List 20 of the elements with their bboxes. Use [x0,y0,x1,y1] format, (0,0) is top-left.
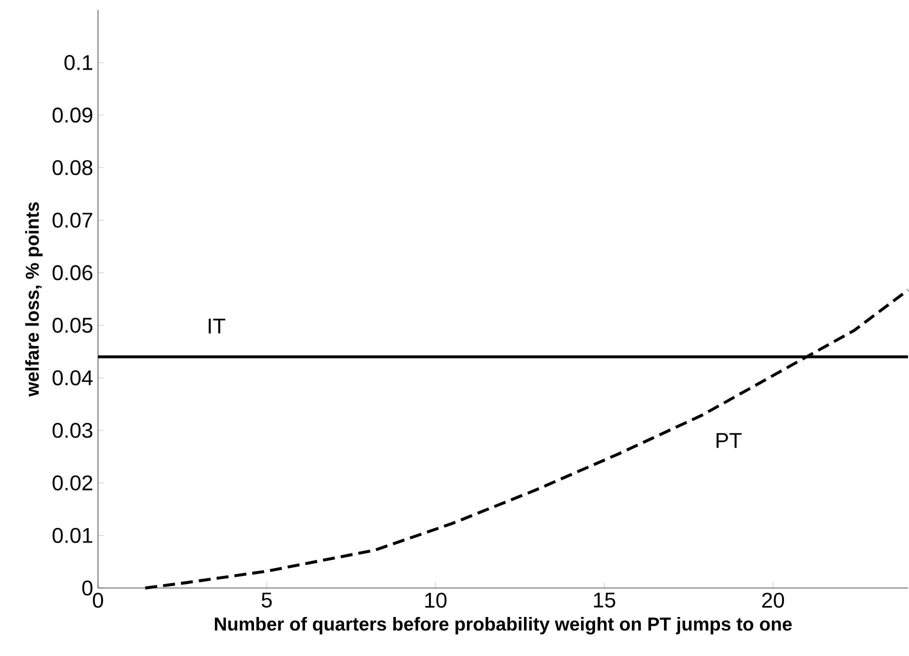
x-tick-label: 0 [92,592,104,608]
y-tick-label: 0.09 [52,108,92,123]
y-tick-label: 0.02 [52,475,92,490]
y-axis-title: welfare loss, % points [25,202,43,397]
y-tick-label: 0.03 [52,422,92,438]
series-label: PT [716,433,742,448]
y-tick-label: 0 [82,580,92,596]
y-tick-label: 0.08 [52,160,92,176]
x-tick-label: 15 [594,592,616,608]
x-tick-label: 5 [262,592,272,608]
y-tick-label: 0.04 [52,370,93,386]
y-tick-label: 0.1 [64,54,92,70]
y-tick-label: 0.07 [52,212,92,228]
x-tick-label: 20 [762,592,784,608]
y-tick-label: 0.05 [52,318,92,333]
series-label: IT [208,318,226,334]
y-tick-label: 0.01 [52,528,92,544]
y-tick-label: 0.06 [52,265,92,280]
x-tick-label: 10 [425,592,447,608]
x-axis-title: Number of quarters before probability weight on PT jumps to one [214,616,792,634]
